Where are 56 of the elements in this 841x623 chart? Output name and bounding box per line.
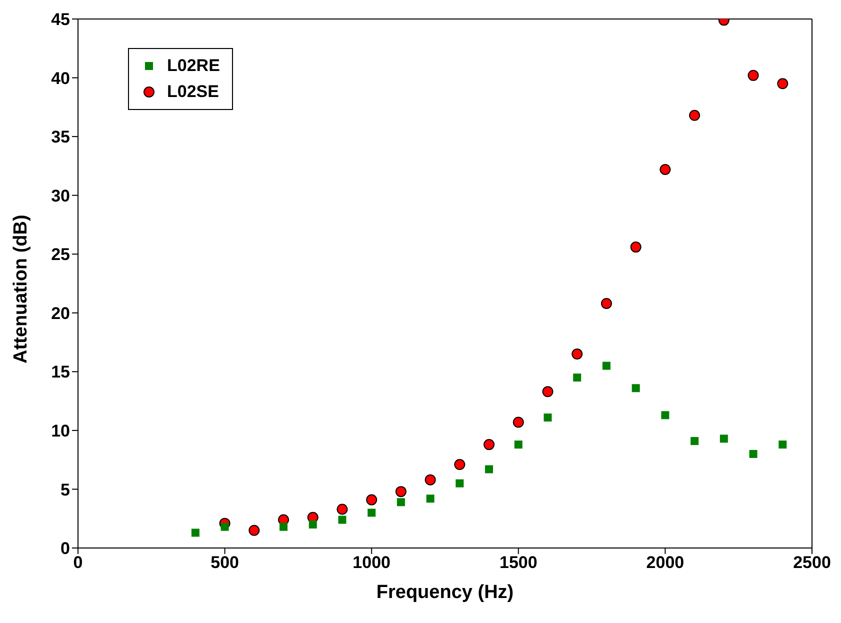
y-tick-label: 10 [51, 421, 70, 440]
point [484, 439, 495, 450]
point [514, 440, 522, 449]
point [454, 459, 466, 470]
point [661, 411, 670, 420]
point [777, 78, 788, 90]
y-tick-label: 15 [51, 362, 70, 382]
point [544, 414, 552, 422]
point [630, 242, 642, 253]
point [602, 362, 610, 370]
x-tick-label: 2000 [646, 553, 684, 572]
point [338, 516, 346, 524]
point [426, 494, 434, 503]
y-tick-label: 25 [51, 245, 70, 264]
x-tick-label: 1000 [352, 553, 391, 572]
point [512, 416, 524, 428]
point [368, 508, 376, 517]
point [689, 110, 700, 121]
point [749, 450, 758, 458]
legend-label: L02SE [167, 81, 219, 103]
point [485, 465, 494, 474]
x-tick-label: 1500 [499, 553, 538, 572]
point [632, 384, 640, 392]
point [720, 434, 728, 443]
y-tick-label: 5 [60, 480, 70, 500]
point [191, 528, 200, 537]
y-tick-label: 40 [51, 68, 70, 88]
point [573, 374, 582, 382]
point [600, 298, 612, 309]
point [248, 524, 260, 536]
y-tick-label: 0 [60, 539, 70, 558]
point [366, 494, 378, 506]
point [660, 164, 671, 175]
point [542, 386, 554, 398]
y-tick-label: 20 [51, 304, 70, 323]
point [336, 504, 348, 515]
x-tick-label: 0 [73, 553, 83, 572]
x-tick-label: 2500 [793, 553, 831, 572]
y-tick-label: 35 [51, 128, 70, 147]
point [396, 498, 405, 506]
point [395, 486, 406, 498]
point [748, 70, 759, 81]
y-tick-label: 45 [51, 10, 70, 30]
y-axis-title: Attenuation (dB) [10, 214, 32, 364]
point [456, 479, 464, 488]
x-axis-title: Frequency (Hz) [376, 582, 514, 603]
point [308, 520, 317, 528]
point [220, 522, 229, 531]
point [778, 440, 787, 449]
point [690, 437, 699, 446]
point [280, 522, 288, 531]
y-tick-label: 30 [51, 186, 70, 206]
point [572, 348, 583, 360]
x-tick-label: 500 [210, 553, 239, 572]
point [424, 474, 436, 486]
legend-label: L02RE [167, 55, 220, 77]
